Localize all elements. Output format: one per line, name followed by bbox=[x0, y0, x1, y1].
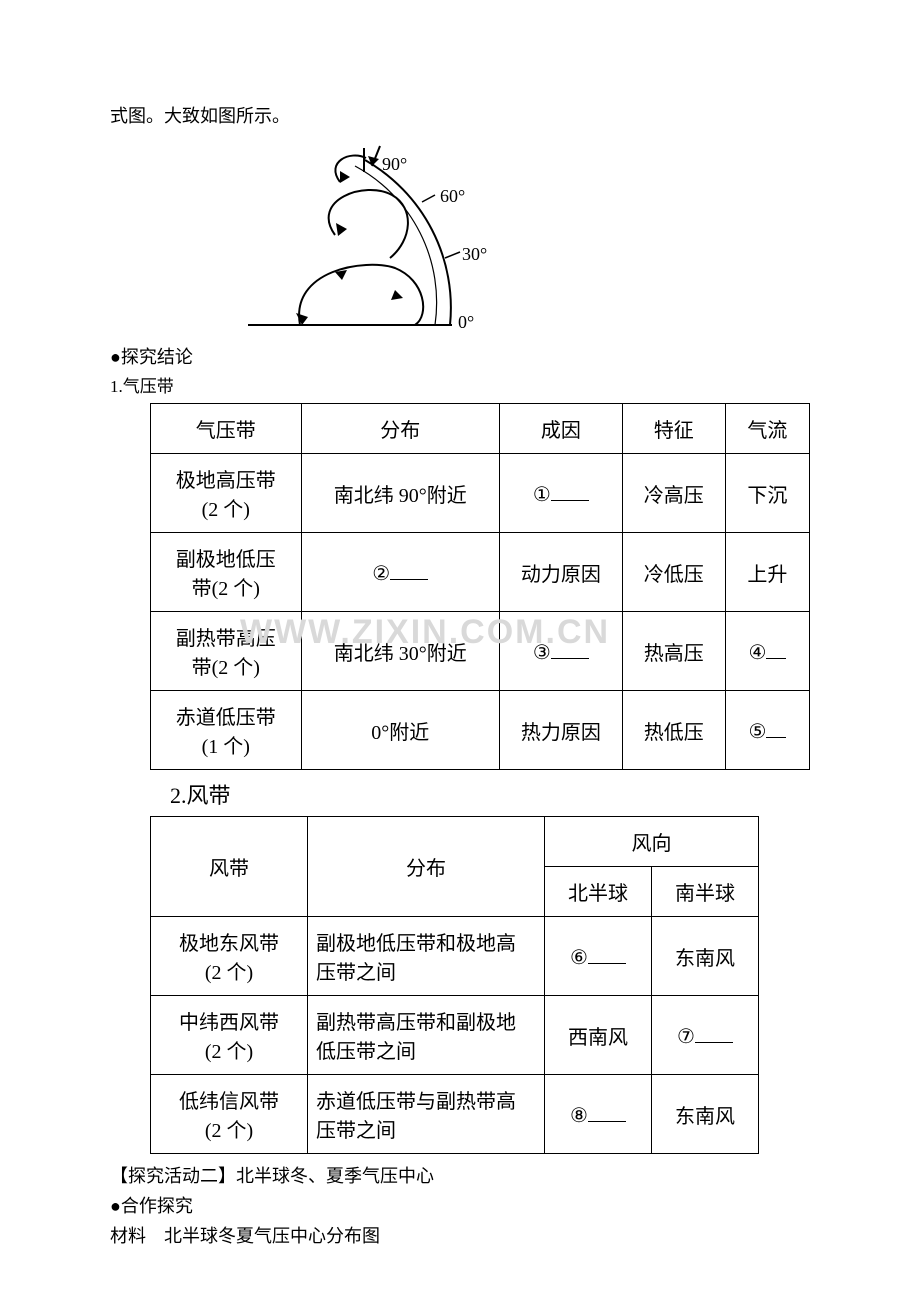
table-row: 副热带高压带(2 个) 南北纬 30°附近 ③ 热高压 ④ bbox=[151, 612, 810, 691]
table-row: 气压带 分布 成因 特征 气流 bbox=[151, 404, 810, 454]
conclusion-heading: ●探究结论 bbox=[110, 344, 810, 370]
section2-title: 2.风带 bbox=[170, 778, 810, 810]
th: 气压带 bbox=[151, 404, 302, 454]
table-row: 中纬西风带(2 个) 副热带高压带和副极地低压带之间 西南风 ⑦ bbox=[151, 996, 759, 1075]
td: ⑥ bbox=[545, 917, 652, 996]
th: 特征 bbox=[622, 404, 725, 454]
td: 热低压 bbox=[622, 691, 725, 770]
td: 动力原因 bbox=[499, 533, 622, 612]
td: 副极地低压带和极地高压带之间 bbox=[308, 917, 545, 996]
th: 北半球 bbox=[545, 867, 652, 917]
diagram-svg bbox=[190, 140, 490, 334]
th: 成因 bbox=[499, 404, 622, 454]
th: 风向 bbox=[545, 817, 759, 867]
label-0: 0° bbox=[458, 312, 474, 333]
th: 分布 bbox=[308, 817, 545, 917]
activity2-heading: 【探究活动二】北半球冬、夏季气压中心 bbox=[110, 1162, 810, 1190]
td: 下沉 bbox=[725, 454, 809, 533]
td: 极地高压带(2 个) bbox=[151, 454, 302, 533]
wind-belt-table: 风带 分布 风向 北半球 南半球 极地东风带(2 个) 副极地低压带和极地高压带… bbox=[150, 816, 759, 1154]
td: 低纬信风带(2 个) bbox=[151, 1075, 308, 1154]
td: ① bbox=[499, 454, 622, 533]
pressure-belt-table: 气压带 分布 成因 特征 气流 极地高压带(2 个) 南北纬 90°附近 ① 冷… bbox=[150, 403, 810, 770]
td: 副热带高压带和副极地低压带之间 bbox=[308, 996, 545, 1075]
td: ⑦ bbox=[652, 996, 759, 1075]
label-90: 90° bbox=[382, 154, 407, 175]
table-row: 极地东风带(2 个) 副极地低压带和极地高压带之间 ⑥ 东南风 bbox=[151, 917, 759, 996]
section1-title: 1.气压带 bbox=[110, 372, 810, 397]
td: 赤道低压带(1 个) bbox=[151, 691, 302, 770]
table-row: 赤道低压带(1 个) 0°附近 热力原因 热低压 ⑤ bbox=[151, 691, 810, 770]
table-row: 风带 分布 风向 bbox=[151, 817, 759, 867]
label-30: 30° bbox=[462, 244, 487, 265]
td: 极地东风带(2 个) bbox=[151, 917, 308, 996]
th: 分布 bbox=[301, 404, 499, 454]
table-row: 低纬信风带(2 个) 赤道低压带与副热带高压带之间 ⑧ 东南风 bbox=[151, 1075, 759, 1154]
td: ⑤ bbox=[725, 691, 809, 770]
td: 冷高压 bbox=[622, 454, 725, 533]
td: 南北纬 30°附近 bbox=[301, 612, 499, 691]
td: 副极地低压带(2 个) bbox=[151, 533, 302, 612]
td: 0°附近 bbox=[301, 691, 499, 770]
td: 中纬西风带(2 个) bbox=[151, 996, 308, 1075]
th: 风带 bbox=[151, 817, 308, 917]
td: 冷低压 bbox=[622, 533, 725, 612]
td: ④ bbox=[725, 612, 809, 691]
three-cell-diagram: 90° 60° 30° 0° bbox=[190, 140, 490, 334]
td: ⑧ bbox=[545, 1075, 652, 1154]
th: 气流 bbox=[725, 404, 809, 454]
td: 西南风 bbox=[545, 996, 652, 1075]
td: 热力原因 bbox=[499, 691, 622, 770]
td: ② bbox=[301, 533, 499, 612]
label-60: 60° bbox=[440, 186, 465, 207]
td: 副热带高压带(2 个) bbox=[151, 612, 302, 691]
td: 热高压 bbox=[622, 612, 725, 691]
coop-heading: ●合作探究 bbox=[110, 1192, 810, 1220]
table-row: 极地高压带(2 个) 南北纬 90°附近 ① 冷高压 下沉 bbox=[151, 454, 810, 533]
td: 南北纬 90°附近 bbox=[301, 454, 499, 533]
table-row: 副极地低压带(2 个) ② 动力原因 冷低压 上升 bbox=[151, 533, 810, 612]
td: 上升 bbox=[725, 533, 809, 612]
intro-text: 式图。大致如图所示。 bbox=[110, 102, 810, 130]
material-heading: 材料 北半球冬夏气压中心分布图 bbox=[110, 1222, 810, 1250]
td: 东南风 bbox=[652, 917, 759, 996]
td: ③ bbox=[499, 612, 622, 691]
th: 南半球 bbox=[652, 867, 759, 917]
td: 东南风 bbox=[652, 1075, 759, 1154]
td: 赤道低压带与副热带高压带之间 bbox=[308, 1075, 545, 1154]
